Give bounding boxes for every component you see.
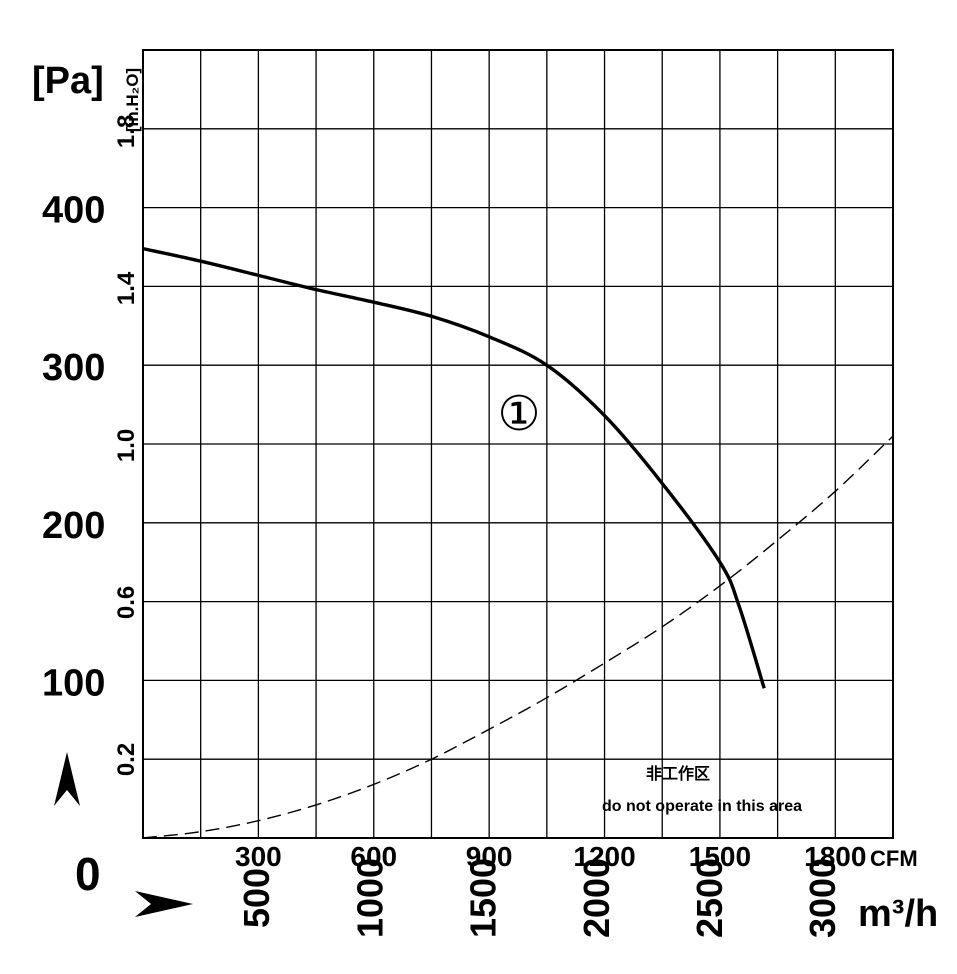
x-tick-cfm-label: 1500 (689, 841, 751, 872)
curve-label: ① (497, 386, 540, 442)
chart-grid (142, 49, 894, 839)
x-tick-cfm-label: 1200 (573, 841, 635, 872)
x-tick-m3h-label: 500 (236, 868, 277, 928)
chart-series (142, 246, 894, 839)
y-tick-in-label: 1.4 (113, 271, 140, 305)
x-tick-cfm-label: 300 (235, 841, 282, 872)
y-tick-pa-label: 400 (42, 190, 105, 232)
x-tick-m3h-label: 1000 (349, 858, 390, 938)
y-tick-in-label: 1.0 (113, 429, 140, 462)
non-operating-zone-label-cn: 非工作区 (646, 764, 710, 783)
y-axis-unit-in-h2o: [in.H₂O] (123, 68, 142, 132)
non-operating-zone-label-en: do not operate in this area (602, 798, 802, 815)
x-tick-cfm-label: 900 (466, 841, 513, 872)
y-axis-arrow-icon (54, 752, 80, 806)
y-tick-pa-label: 300 (42, 347, 105, 389)
y-tick-in-label: 0.6 (113, 586, 140, 619)
x-axis-arrow-icon (135, 891, 193, 917)
origin-label: 0 (75, 848, 101, 900)
chart-labels: 100 200 300 400 0.2 0.6 1.0 1.4 1.8 300 600 900 1200… (42, 115, 866, 938)
y-tick-pa-label: 100 (42, 662, 105, 704)
x-tick-m3h-label: 1500 (463, 858, 504, 938)
x-tick-cfm-label: 600 (350, 841, 397, 872)
system-resistance-curve (142, 435, 894, 839)
x-axis-unit-m3h: m³/h (858, 893, 938, 935)
y-tick-in-label: 1.8 (113, 115, 140, 148)
x-axis-unit-cfm: CFM (870, 846, 918, 871)
x-tick-m3h-label: 2500 (689, 858, 730, 938)
x-tick-m3h-label: 3000 (802, 858, 843, 938)
x-tick-cfm-label: 1800 (804, 841, 866, 872)
fan-curve-1 (142, 246, 766, 689)
plot-frame (142, 49, 894, 839)
y-tick-in-label: 0.2 (113, 743, 140, 776)
y-axis-unit-pa: [Pa] (32, 60, 104, 102)
y-tick-pa-label: 200 (42, 505, 105, 547)
x-tick-m3h-label: 2000 (576, 858, 617, 938)
